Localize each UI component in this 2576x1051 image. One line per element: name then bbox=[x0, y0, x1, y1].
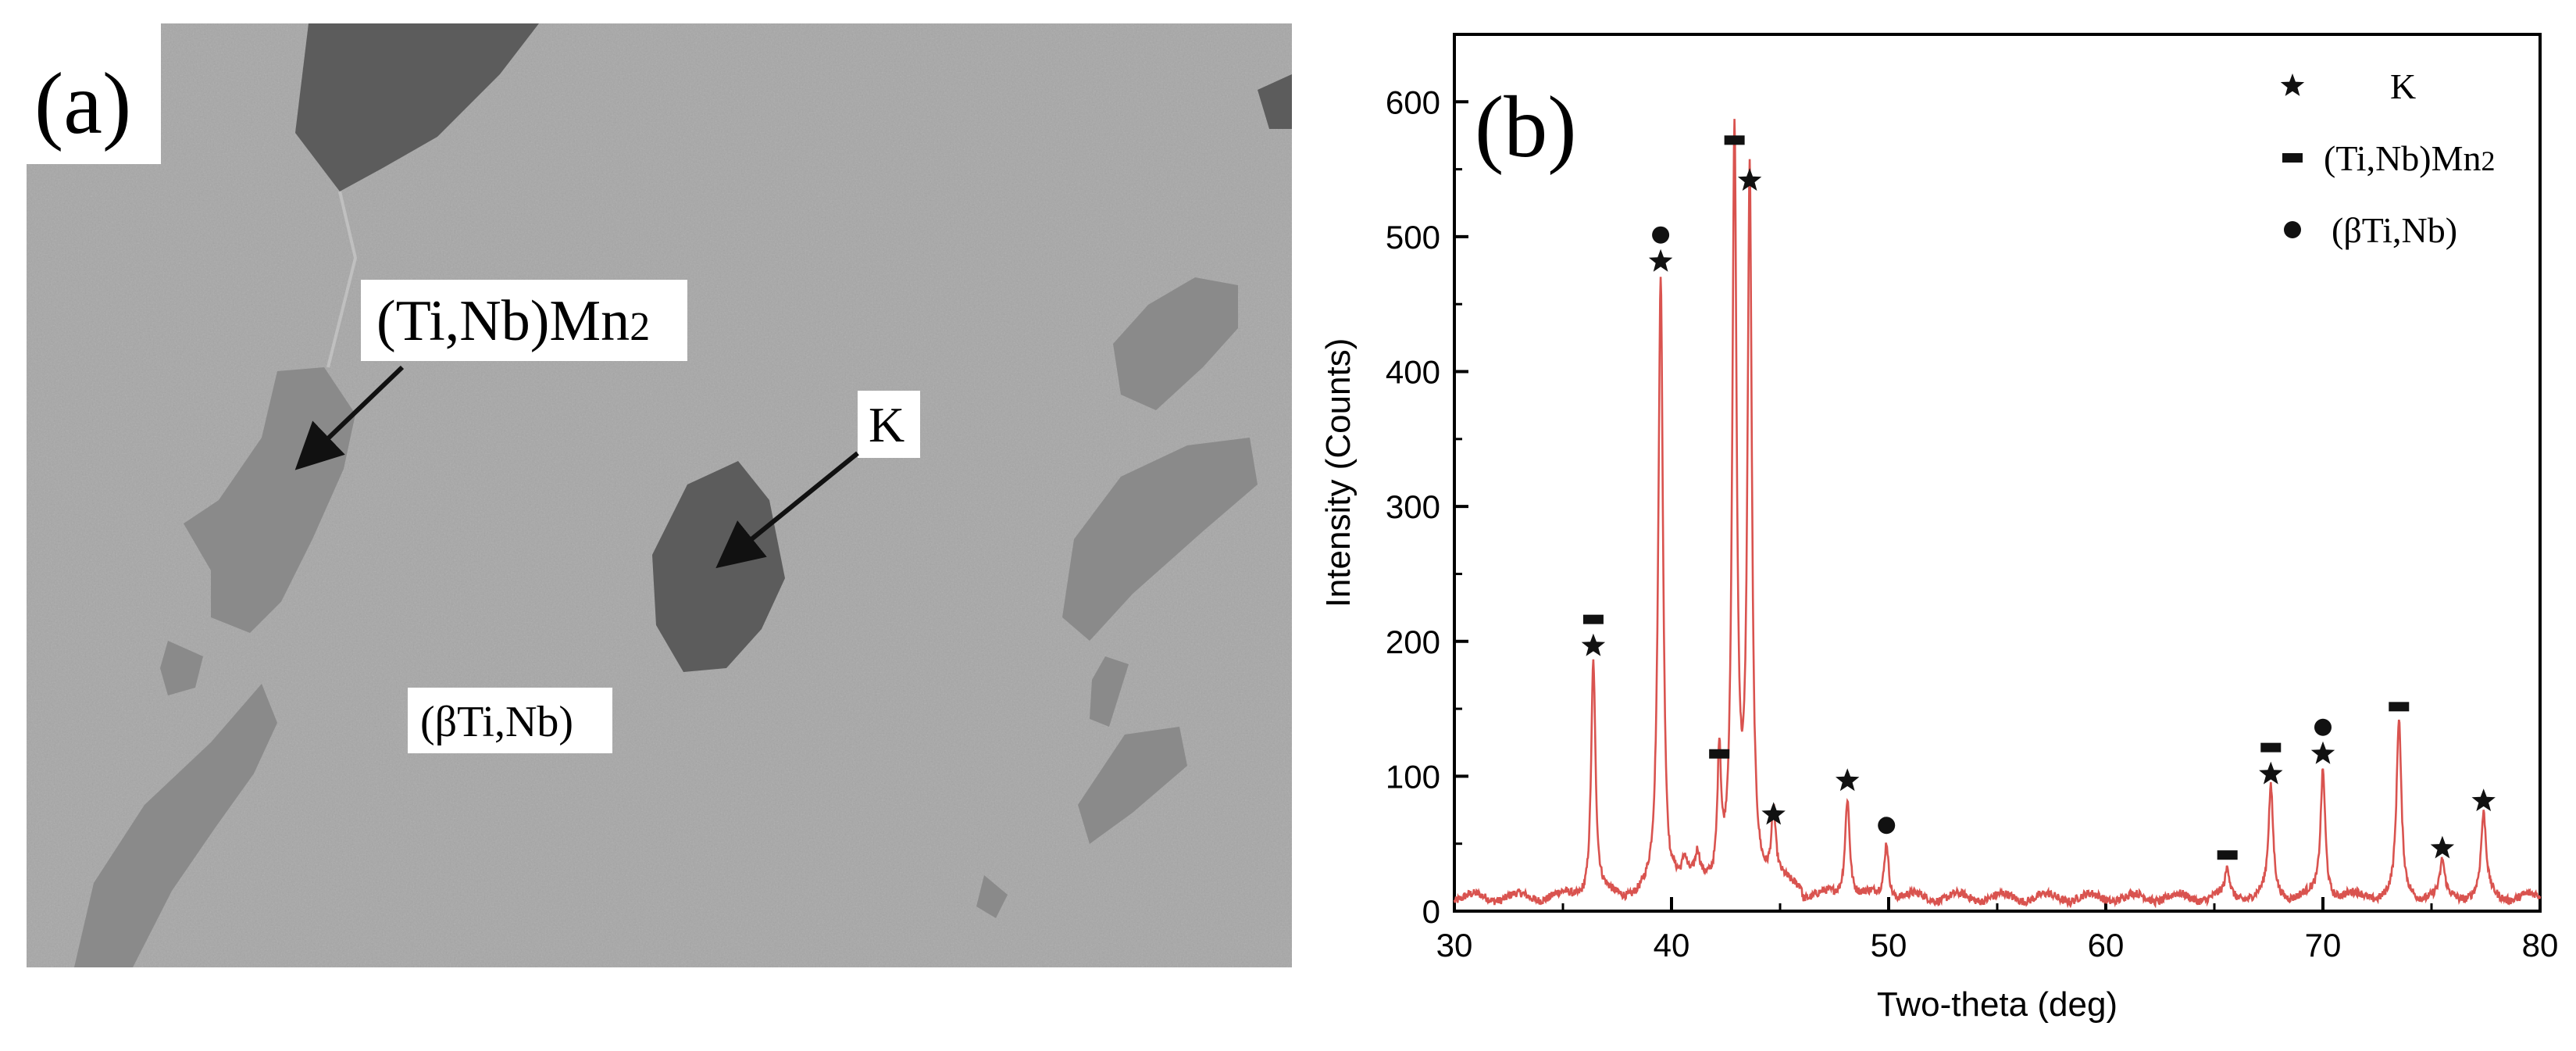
circle-marker bbox=[2314, 718, 2332, 736]
laves-phase-region bbox=[160, 641, 203, 695]
star-marker bbox=[2310, 741, 2335, 764]
panel-b-label: (b) bbox=[1475, 79, 1577, 176]
star-marker bbox=[2430, 835, 2455, 859]
laves-phase-region bbox=[1078, 727, 1187, 844]
plot-area bbox=[1453, 33, 2542, 913]
laves-phase-region bbox=[1113, 277, 1238, 410]
circle-marker bbox=[2284, 221, 2301, 238]
dash-marker bbox=[1582, 614, 1604, 624]
xrd-pattern-line bbox=[1453, 119, 2542, 909]
laves-label: (Ti,Nb)Mn2 bbox=[376, 289, 650, 353]
panel-a-label: (a) bbox=[34, 55, 131, 152]
y-tick-label: 400 bbox=[1386, 354, 1440, 391]
star-marker bbox=[1761, 802, 1786, 825]
dash-marker bbox=[2282, 153, 2303, 163]
matrix-label: (βTi,Nb) bbox=[420, 698, 573, 746]
star-marker bbox=[2280, 73, 2305, 96]
x-tick-label: 60 bbox=[2088, 927, 2125, 963]
x-axis: 30 40 50 60 70 80 bbox=[1436, 897, 2559, 963]
y-tick-label: 200 bbox=[1386, 624, 1440, 660]
dash-marker bbox=[2217, 850, 2238, 860]
legend-label: (βTi,Nb) bbox=[2332, 210, 2457, 250]
x-tick-label: 30 bbox=[1436, 927, 1473, 963]
chart-legend: K (Ti,Nb)Mn2 (βTi,Nb) bbox=[2280, 66, 2496, 250]
star-marker bbox=[1836, 768, 1860, 792]
dash-marker bbox=[2260, 742, 2282, 753]
laves-label-subscript: 2 bbox=[630, 305, 650, 349]
legend-label: K bbox=[2390, 66, 2416, 106]
x-tick-label: 40 bbox=[1654, 927, 1690, 963]
dash-marker bbox=[1709, 749, 1730, 759]
micrograph-panel: (a) (Ti,Nb)Mn2 K (βTi,Nb) bbox=[27, 23, 1292, 967]
y-tick-label: 500 bbox=[1386, 219, 1440, 256]
laves-phase-region bbox=[74, 684, 277, 967]
k-phase-region bbox=[1258, 74, 1292, 129]
star-marker bbox=[2259, 761, 2283, 785]
x-tick-label: 80 bbox=[2522, 927, 2559, 963]
panel-a-label-box bbox=[27, 23, 161, 164]
laves-phase-region bbox=[1090, 656, 1129, 727]
laves-arrow bbox=[294, 365, 405, 470]
legend-label: (Ti,Nb)Mn2 bbox=[2324, 138, 2496, 178]
star-marker bbox=[1581, 633, 1606, 656]
x-tick-label: 50 bbox=[1871, 927, 1907, 963]
x-tick-label: 70 bbox=[2305, 927, 2342, 963]
peak-markers bbox=[1581, 135, 2496, 860]
x-axis-label: Two-theta (deg) bbox=[1877, 985, 2118, 1024]
star-marker bbox=[1737, 168, 1762, 191]
k-label: K bbox=[869, 397, 904, 452]
k-arrow bbox=[715, 451, 859, 569]
y-tick-label: 600 bbox=[1386, 84, 1440, 120]
dash-marker bbox=[1724, 135, 1745, 145]
star-marker bbox=[2471, 788, 2496, 812]
y-axis-label: Intensity (Counts) bbox=[1319, 338, 1358, 608]
circle-marker bbox=[1652, 226, 1670, 244]
star-marker bbox=[1648, 248, 1673, 272]
matrix-label-box bbox=[408, 688, 612, 753]
y-tick-label: 0 bbox=[1422, 893, 1440, 930]
laves-phase-region bbox=[1062, 438, 1258, 641]
y-tick-label: 300 bbox=[1386, 488, 1440, 525]
laves-label-text: (Ti,Nb)Mn bbox=[376, 289, 630, 353]
dash-marker bbox=[2389, 702, 2410, 712]
y-tick-label: 100 bbox=[1386, 758, 1440, 795]
y-axis: 0 100 200 300 400 500 600 bbox=[1386, 84, 1468, 930]
laves-label-box bbox=[361, 280, 687, 361]
laves-phase-region bbox=[976, 875, 1008, 918]
xrd-chart: 0 100 200 300 400 500 600 30 40 50 60 70 80 (b) K (T… bbox=[1319, 33, 2559, 1024]
grain-boundary bbox=[326, 191, 358, 368]
k-phase-region bbox=[295, 23, 539, 191]
circle-marker bbox=[1878, 817, 1896, 835]
k-label-box bbox=[858, 391, 920, 458]
